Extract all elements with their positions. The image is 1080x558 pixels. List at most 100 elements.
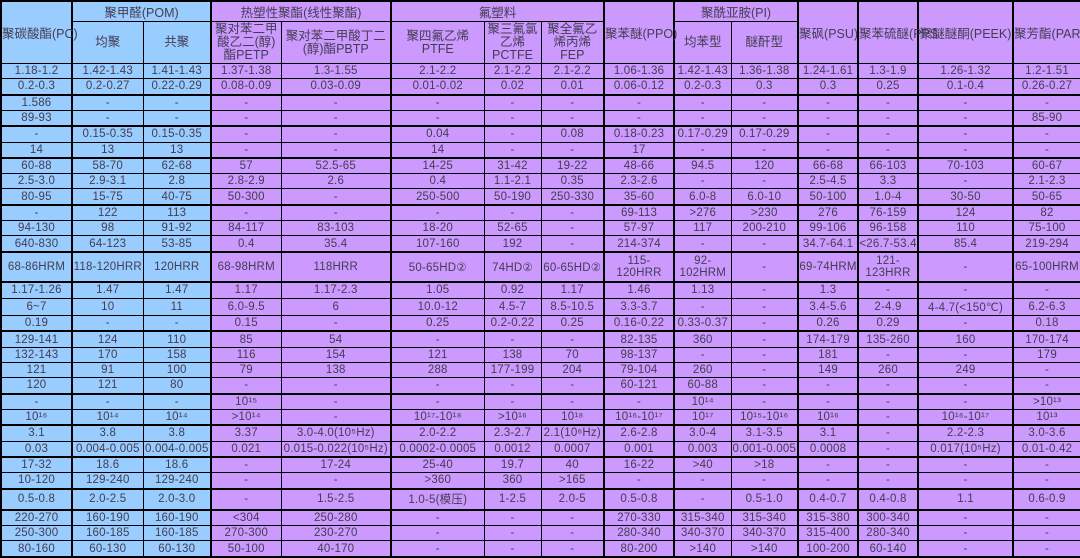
table-cell: - (1012, 377, 1080, 395)
column-subheader-junben: 均苯型 (673, 21, 732, 64)
table-cell: - (1012, 281, 1080, 299)
table-cell: 89-93 (0, 109, 73, 128)
table-row: 220-270 160-190 160-190 <304 250-280- - -270-3… (0, 509, 1080, 527)
table-cell: - (540, 220, 605, 237)
table-cell: 10¹⁷-10¹⁸ (390, 408, 485, 427)
table-cell: 3.1 (797, 424, 859, 442)
table-row: 132-143 170 158 116 154 121 138 70 98-137- -181- -… (0, 346, 1080, 364)
table-cell: 181 (797, 346, 859, 364)
table-cell: 0.2-0.3 (673, 78, 732, 96)
table-row: - - -10¹⁵ - - - - -10¹⁴ - - - - >10¹³ (0, 393, 1080, 410)
table-cell: <304 (210, 509, 282, 527)
table-cell: - (483, 141, 542, 159)
table-cell: - (730, 393, 799, 410)
table-cell: 0.15-0.35 (142, 125, 212, 143)
table-cell: - (730, 173, 799, 190)
table-cell: 0.15-0.35 (71, 125, 144, 143)
table-cell: 100 (142, 362, 212, 379)
table-cell: 10¹⁸ (540, 408, 605, 427)
table-cell: - (917, 456, 1014, 474)
table-cell: 270-300 (210, 525, 282, 542)
table-cell: 83-103 (280, 220, 392, 237)
table-cell: 70 (540, 346, 605, 364)
table-cell: - (280, 393, 392, 410)
table-cell: 0.25 (390, 315, 485, 333)
table-cell: - (390, 204, 485, 222)
table-cell: 158 (142, 346, 212, 364)
table-cell: 0.0007 (540, 440, 605, 458)
table-cell: - (857, 424, 919, 442)
table-cell: 60-88 (0, 157, 73, 175)
table-cell: 98-137 (603, 346, 675, 364)
table-cell: - (857, 109, 919, 128)
table-row: 80-160 60-130 60-130 50-100 40-170- - -80-200 >… (0, 540, 1080, 558)
table-row: 89-93- - - - - - - - - - - - -85-90 (0, 109, 1080, 128)
table-cell: 14-25 (390, 157, 485, 175)
table-cell: 91 (71, 362, 144, 379)
table-cell: 0.17-0.29 (730, 125, 799, 143)
table-cell: 0.08-0.09 (210, 78, 282, 96)
table-cell: - (142, 315, 212, 333)
table-cell: 40-170 (280, 540, 392, 558)
column-header-par: 聚芳酯(PAR) (1012, 0, 1080, 64)
table-cell: 6.0-10 (730, 188, 799, 206)
table-cell: 10¹⁶-10¹⁷ (917, 408, 1014, 427)
table-cell: 35.4 (280, 235, 392, 253)
table-cell: 52-65 (483, 220, 542, 237)
table-cell: 68-86HRM (0, 251, 73, 284)
table-cell: 14 (0, 141, 73, 159)
table-cell: 0.015-0.022(10⁵Hz) (280, 440, 392, 458)
table-cell: 124 (917, 204, 1014, 222)
table-cell: 1.17-1.26 (0, 281, 73, 299)
table-cell: - (857, 472, 919, 490)
table-cell: 0.004-0.005 (142, 440, 212, 458)
table-row: 129-141 124 110 85 54- - -82-135 360-174-179 135… (0, 330, 1080, 348)
table-cell: 2.1-2.2 (483, 62, 542, 80)
table-cell: 6.0-8 (673, 188, 732, 206)
table-cell: 99-106 (797, 220, 859, 237)
table-cell: - (917, 377, 1014, 395)
table-cell: 2.0-2.2 (390, 424, 485, 442)
table-cell: 10-120 (0, 472, 73, 490)
table-cell: - (673, 109, 732, 128)
table-cell: 96-158 (857, 220, 919, 237)
table-cell: 3.4-5.6 (797, 297, 859, 317)
table-cell: 92-102HRM (673, 251, 732, 284)
table-cell: 154 (280, 346, 392, 364)
column-subheader-migan: 醚酐型 (730, 21, 799, 64)
table-cell: - (730, 362, 799, 379)
table-cell: 0.26-0.27 (1012, 78, 1080, 96)
table-cell: - (917, 173, 1014, 190)
table-cell: 107-160 (390, 235, 485, 253)
table-cell: - (540, 509, 605, 527)
column-header-peek: 聚醚醚酮(PEEK) (917, 0, 1014, 64)
table-cell: 1.5-2.5 (280, 488, 392, 511)
table-cell: - (857, 141, 919, 159)
table-cell: 10¹⁴ (673, 393, 732, 410)
table-cell: - (280, 188, 392, 206)
table-cell: 2.8-2.9 (210, 173, 282, 190)
table-cell: 48-66 (603, 157, 675, 175)
table-cell: 204 (540, 362, 605, 379)
table-cell: 0.19 (0, 315, 73, 333)
table-cell: 10¹⁶ (797, 408, 859, 427)
table-cell: 0.3 (730, 78, 799, 96)
table-cell: 3.37 (210, 424, 282, 442)
table-cell: 160-190 (71, 509, 144, 527)
table-cell: - (540, 141, 605, 159)
table-cell: - (390, 109, 485, 128)
table-cell: 2.5-4.5 (797, 173, 859, 190)
table-cell: - (390, 94, 485, 111)
table-cell: 0.5-1.0 (730, 488, 799, 511)
table-cell: - (797, 141, 859, 159)
table-cell: 2.5-3.0 (0, 173, 73, 190)
table-cell: 116 (210, 346, 282, 364)
table-cell: - (483, 509, 542, 527)
table-cell: 2.9-3.1 (71, 173, 144, 190)
table-cell: 0.0012 (483, 440, 542, 458)
table-cell: 82-135 (603, 330, 675, 348)
table-cell: 15-75 (71, 188, 144, 206)
table-cell: 3.8 (142, 424, 212, 442)
column-header-pc: 聚碳酸酯(PC) (0, 0, 78, 64)
table-cell: 0.3 (797, 78, 859, 96)
